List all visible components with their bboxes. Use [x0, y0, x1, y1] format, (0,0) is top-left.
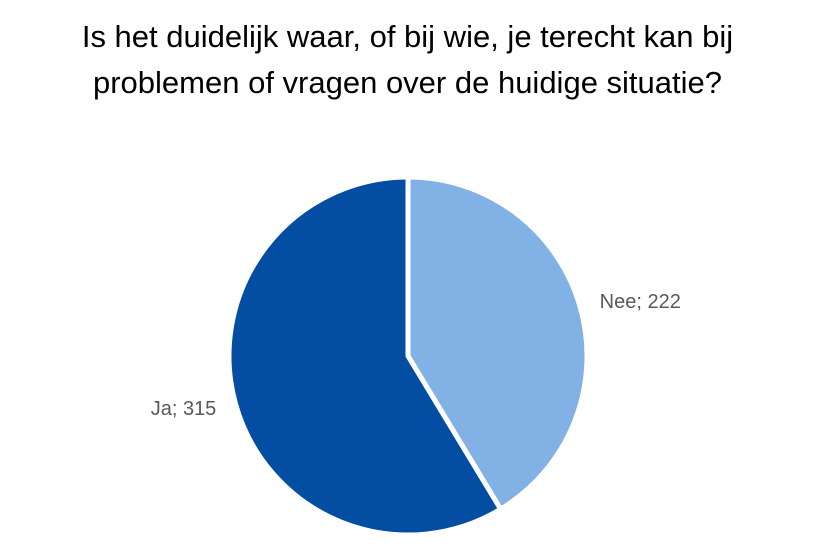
chart-title: Is het duidelijk waar, of bij wie, je te… — [81, 19, 734, 100]
data-label: Nee; 222 — [600, 291, 681, 313]
data-label: Ja; 315 — [151, 398, 217, 420]
pie-slice — [226, 174, 504, 538]
